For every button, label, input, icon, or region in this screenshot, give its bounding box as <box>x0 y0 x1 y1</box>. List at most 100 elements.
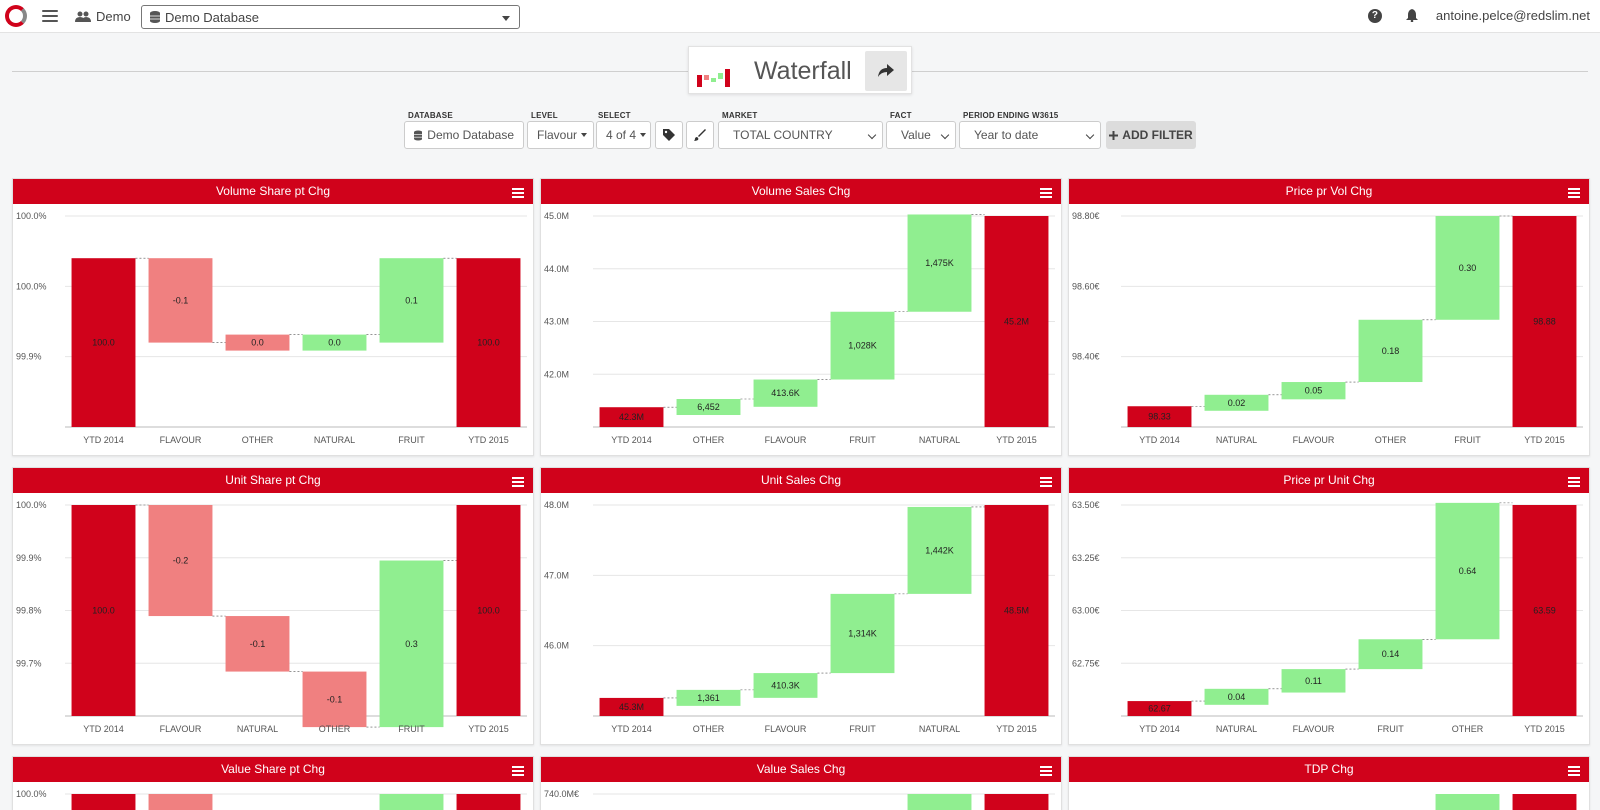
waterfall-bar[interactable] <box>1204 394 1269 411</box>
filter-select[interactable]: 4 of 4 <box>596 121 651 149</box>
bar-value-label: 100.0 <box>92 606 115 616</box>
waterfall-bar[interactable] <box>379 794 444 810</box>
app-logo[interactable] <box>5 5 27 27</box>
waterfall-bar[interactable] <box>907 794 972 810</box>
filter-period[interactable]: Year to date <box>959 121 1101 149</box>
bar-value-label: 98.88 <box>1533 317 1556 327</box>
x-tick-label: FRUIT <box>1454 435 1481 445</box>
chart-menu-icon[interactable] <box>1568 766 1580 778</box>
waterfall-bar[interactable] <box>1435 502 1500 640</box>
waterfall-bar[interactable] <box>148 505 213 617</box>
filter-label-level: LEVEL <box>531 111 558 120</box>
waterfall-bar[interactable] <box>1281 669 1346 693</box>
chart-title: Price pr Vol Chg <box>1069 179 1589 204</box>
waterfall-bar[interactable] <box>907 506 972 594</box>
waterfall-chart: 100.0% 99.9% 99.8% 99.7% 100.0 YTD 2014 -0.2 FL… <box>16 500 527 734</box>
y-tick-label: 99.9% <box>16 352 42 362</box>
waterfall-bar[interactable] <box>753 673 818 698</box>
user-email[interactable]: antoine.pelce@redslim.net <box>1435 8 1590 23</box>
chart-panel: Value Share pt Chg 100.0% <box>12 756 534 810</box>
chart-panel: Unit Sales Chg 48.0M 47.0M 46.0M 45.3M YTD 20… <box>540 467 1062 745</box>
help-icon[interactable]: ? <box>1367 8 1382 23</box>
hamburger-menu-icon[interactable] <box>42 10 58 22</box>
waterfall-bar[interactable] <box>1127 701 1192 716</box>
waterfall-bar[interactable] <box>984 794 1049 810</box>
waterfall-bar[interactable] <box>907 214 972 312</box>
waterfall-bar[interactable] <box>148 258 213 343</box>
waterfall-bar[interactable] <box>676 689 741 706</box>
waterfall-bar[interactable] <box>456 258 521 427</box>
navbar-right: ? antoine.pelce@redslim.net <box>1367 8 1590 23</box>
chart-menu-icon[interactable] <box>512 477 524 489</box>
bell-icon[interactable] <box>1405 9 1418 22</box>
share-button[interactable] <box>865 51 907 91</box>
waterfall-bar[interactable] <box>984 216 1049 427</box>
bar-value-label: 1,028K <box>848 341 877 351</box>
waterfall-bar[interactable] <box>71 258 136 427</box>
bar-value-label: 100.0 <box>477 606 500 616</box>
tag-button[interactable] <box>655 121 683 149</box>
chart-menu-icon[interactable] <box>1040 188 1052 200</box>
chart-title: Volume Share pt Chg <box>13 179 533 204</box>
waterfall-bar[interactable] <box>1281 382 1346 400</box>
waterfall-bar[interactable] <box>984 505 1049 716</box>
bar-value-label: 6,452 <box>697 402 720 412</box>
waterfall-bar[interactable] <box>599 407 664 427</box>
filter-level[interactable]: Flavour <box>527 121 594 149</box>
waterfall-bar[interactable] <box>379 560 444 728</box>
waterfall-bar[interactable] <box>302 671 367 728</box>
chart-menu-icon[interactable] <box>512 766 524 778</box>
y-tick-label: 62.75€ <box>1072 658 1100 668</box>
chart-menu-icon[interactable] <box>1568 477 1580 489</box>
filter-market[interactable]: TOTAL COUNTRY <box>718 121 883 149</box>
chart-menu-icon[interactable] <box>1040 766 1052 778</box>
waterfall-bar[interactable] <box>302 334 367 351</box>
chart-title-text: Volume Sales Chg <box>751 184 851 198</box>
waterfall-bar[interactable] <box>1435 216 1500 320</box>
y-tick-label: 99.7% <box>16 658 42 668</box>
database-select[interactable]: Demo Database <box>141 5 520 29</box>
bar-value-label: 62.67 <box>1148 704 1171 714</box>
bar-value-label: 0.02 <box>1228 398 1246 408</box>
waterfall-bar[interactable] <box>1204 688 1269 705</box>
group-selector[interactable]: Demo <box>75 9 131 24</box>
waterfall-bar[interactable] <box>830 593 895 674</box>
waterfall-bar[interactable] <box>599 697 664 716</box>
chevron-down-icon <box>1085 130 1095 140</box>
waterfall-bar[interactable] <box>830 311 895 380</box>
waterfall-chart <box>1435 794 1577 810</box>
add-filter-button[interactable]: ADD FILTER <box>1106 121 1196 149</box>
waterfall-bar[interactable] <box>71 794 136 810</box>
waterfall-bar[interactable] <box>456 794 521 810</box>
waterfall-bar[interactable] <box>676 399 741 416</box>
chart-menu-icon[interactable] <box>1568 188 1580 200</box>
bar-value-label: 0.3 <box>405 639 418 649</box>
waterfall-bar[interactable] <box>1435 794 1500 810</box>
paint-brush-button[interactable] <box>686 121 714 149</box>
waterfall-bar[interactable] <box>148 794 213 810</box>
waterfall-bar[interactable] <box>456 505 521 716</box>
bar-value-label: 100.0 <box>477 338 500 348</box>
waterfall-bar[interactable] <box>1512 216 1577 427</box>
x-tick-label: NATURAL <box>919 724 960 734</box>
waterfall-bar[interactable] <box>1127 406 1192 427</box>
chart-menu-icon[interactable] <box>512 188 524 200</box>
waterfall-bar[interactable] <box>1512 505 1577 716</box>
waterfall-bar[interactable] <box>225 616 290 672</box>
waterfall-bar[interactable] <box>225 334 290 351</box>
filter-database[interactable]: Demo Database <box>404 121 524 149</box>
waterfall-bar[interactable] <box>71 505 136 716</box>
waterfall-bar[interactable] <box>1358 639 1423 670</box>
filter-fact[interactable]: Value <box>886 121 956 149</box>
waterfall-bar[interactable] <box>379 258 444 343</box>
filter-label-select: SELECT <box>598 111 631 120</box>
chart-title-text: Price pr Unit Chg <box>1283 473 1375 487</box>
x-tick-label: FLAVOUR <box>1293 435 1335 445</box>
filter-label-market: MARKET <box>722 111 758 120</box>
waterfall-bar[interactable] <box>1358 319 1423 383</box>
waterfall-bar[interactable] <box>753 379 818 407</box>
x-tick-label: OTHER <box>319 724 351 734</box>
waterfall-bar[interactable] <box>1512 794 1577 810</box>
chart-menu-icon[interactable] <box>1040 477 1052 489</box>
x-tick-label: FLAVOUR <box>160 435 202 445</box>
